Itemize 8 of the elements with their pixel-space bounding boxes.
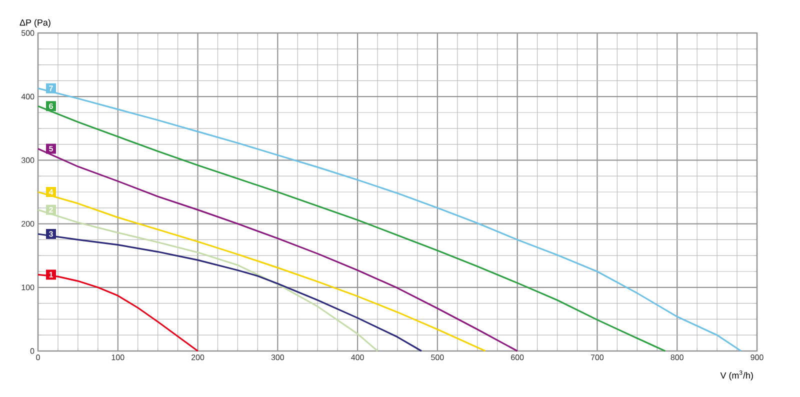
line-series (37, 274, 199, 352)
y-axis-title: ΔP (Pa) (20, 19, 50, 28)
x-axis-title: V (m$^{3}$/h) (720, 370, 753, 380)
line-series (37, 148, 518, 352)
line-series (37, 191, 486, 352)
line-series (37, 209, 378, 352)
line-series (37, 233, 422, 352)
line-series (37, 88, 742, 352)
